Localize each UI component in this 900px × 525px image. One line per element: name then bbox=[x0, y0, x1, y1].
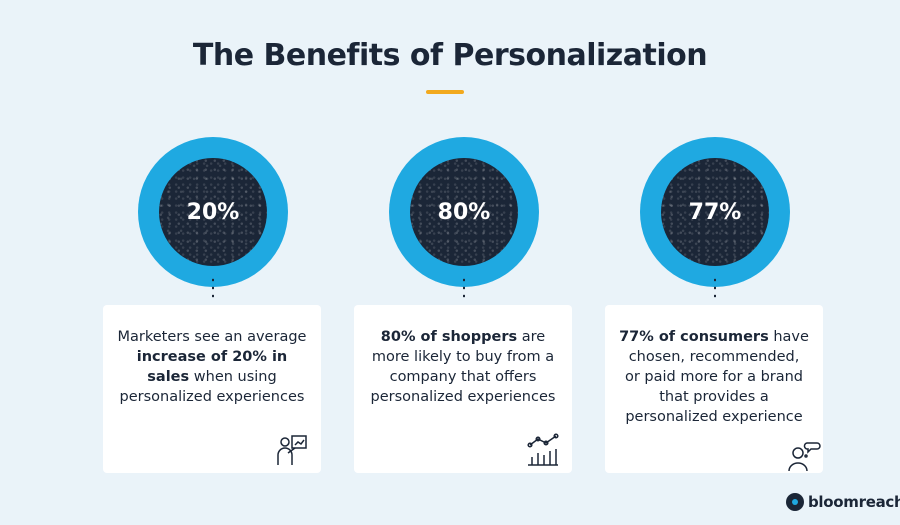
bloomreach-logo: bloomreach bbox=[786, 493, 900, 511]
page-title: The Benefits of Personalization bbox=[192, 38, 708, 73]
stat-value-3: 77% bbox=[688, 199, 742, 225]
stat-value-1: 20% bbox=[186, 199, 240, 225]
stat-card-1: Marketers see an average increase of 20%… bbox=[103, 305, 321, 473]
stat-card-2: 80% of shoppers are more likely to buy f… bbox=[354, 305, 572, 473]
bloomreach-logo-text: bloomreach bbox=[808, 493, 900, 511]
presentation-icon bbox=[277, 435, 307, 465]
stat-description-3: 77% of consumers have chosen, recommende… bbox=[619, 329, 809, 425]
stat-description-1: Marketers see an average increase of 20%… bbox=[117, 329, 307, 405]
growth-chart-icon bbox=[527, 433, 559, 466]
title-underline bbox=[426, 90, 464, 94]
thinking-person-icon bbox=[788, 442, 821, 472]
stat-disc-1: 20% bbox=[159, 158, 267, 266]
bloomreach-logo-mark bbox=[786, 493, 804, 511]
stat-disc-3: 77% bbox=[661, 158, 769, 266]
connector-dots-1 bbox=[212, 276, 214, 302]
stat-value-2: 80% bbox=[437, 199, 491, 225]
connector-dots-3 bbox=[714, 276, 716, 302]
stat-disc-2: 80% bbox=[410, 158, 518, 266]
stat-card-3: 77% of consumers have chosen, recommende… bbox=[605, 305, 823, 473]
stat-description-2: 80% of shoppers are more likely to buy f… bbox=[370, 329, 556, 405]
connector-dots-2 bbox=[463, 276, 465, 302]
